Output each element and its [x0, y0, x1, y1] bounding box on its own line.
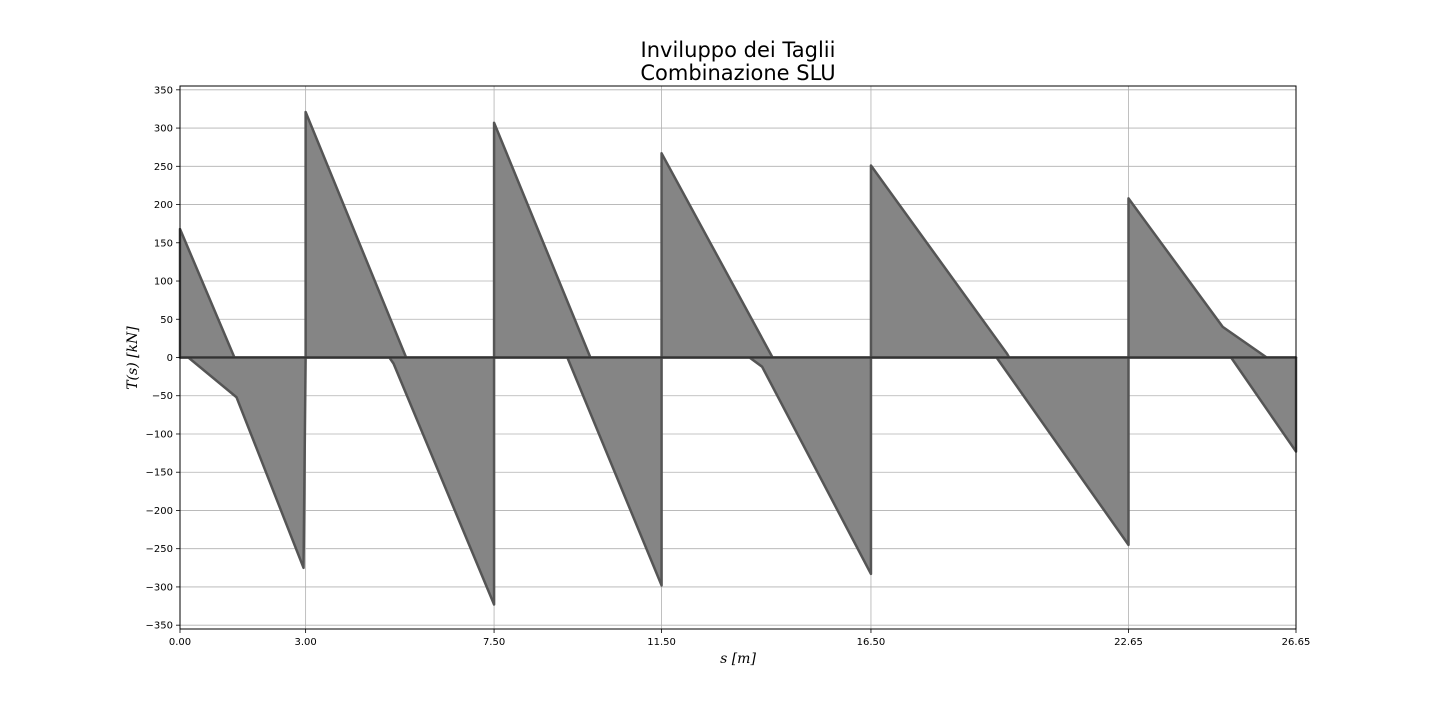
y-tick-label-0: −350: [146, 621, 173, 632]
y-tick-label-8: 50: [160, 315, 173, 326]
y-tick-label-9: 100: [154, 277, 173, 288]
x-tick-label-0: 0.00: [169, 637, 191, 648]
y-tick-label-4: −150: [146, 468, 173, 479]
y-tick-label-1: −300: [146, 582, 173, 593]
chart-subtitle: Combinazione SLU: [640, 61, 835, 85]
y-tick-label-5: −100: [146, 429, 173, 440]
x-axis-ticks: 0.00 3.00 7.50 11.50 16.50 22.65 26.65: [169, 629, 1310, 648]
y-tick-label-3: −200: [146, 506, 173, 517]
shear-area-positive: [178, 110, 1298, 359]
chart-title: Inviluppo dei Taglii: [641, 38, 836, 62]
x-tick-label-3: 11.50: [647, 637, 676, 648]
y-tick-label-11: 200: [154, 200, 173, 211]
x-tick-label-5: 22.65: [1114, 637, 1143, 648]
y-tick-label-2: −250: [146, 544, 173, 555]
y-tick-label-10: 150: [154, 238, 173, 249]
x-axis-label: s [m]: [720, 651, 756, 667]
y-tick-label-12: 250: [154, 162, 173, 173]
x-tick-label-2: 7.50: [483, 637, 505, 648]
x-tick-label-1: 3.00: [294, 637, 316, 648]
y-tick-label-13: 300: [154, 124, 173, 135]
y-axis-label: T(s) [kN]: [125, 326, 141, 390]
y-tick-label-6: −50: [152, 391, 173, 402]
y-tick-label-14: 350: [154, 85, 173, 96]
y-tick-label-7: 0: [167, 353, 173, 364]
x-tick-label-4: 16.50: [857, 637, 886, 648]
x-tick-label-6: 26.65: [1282, 637, 1311, 648]
y-axis-ticks: −350 −300 −250 −200 −150 −100 −50 0 50 100 150 200 2…: [146, 85, 180, 632]
